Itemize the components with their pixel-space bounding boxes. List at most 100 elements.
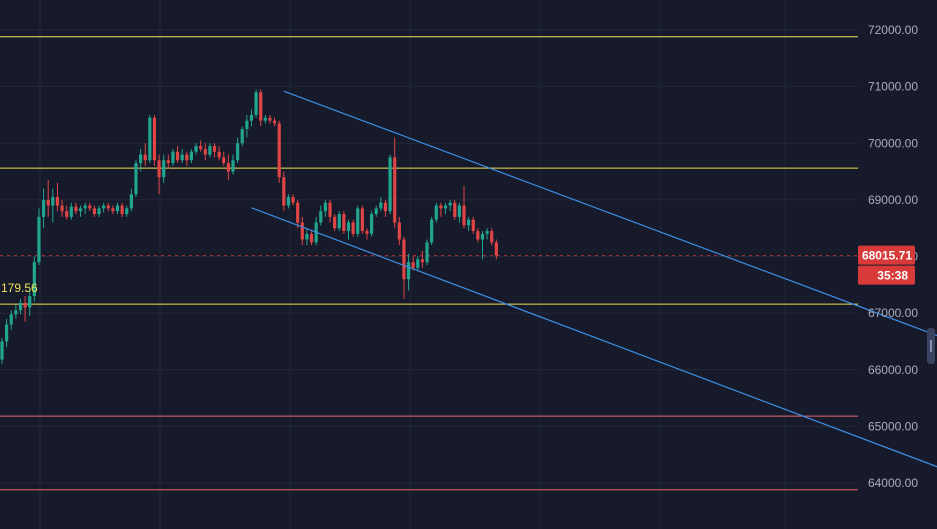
candle-body — [406, 262, 411, 280]
candle-body — [462, 205, 466, 226]
candle — [60, 199, 64, 217]
candle-body — [111, 208, 115, 212]
candle — [180, 148, 184, 164]
candle — [480, 231, 485, 260]
candle-body — [236, 143, 240, 161]
candle-body — [480, 233, 485, 240]
candles — [0, 89, 498, 365]
countdown-value: 35:38 — [877, 269, 908, 283]
candle-body — [411, 262, 415, 268]
candle-body — [439, 205, 443, 209]
candle-body — [5, 324, 9, 342]
candle — [425, 239, 429, 265]
candle-body — [166, 160, 170, 164]
y-tick-label: 70000.00 — [868, 136, 918, 150]
candle — [28, 290, 32, 316]
candle — [97, 205, 101, 217]
candle-body — [448, 202, 452, 206]
candle-body — [268, 117, 272, 121]
candle — [222, 151, 226, 166]
candle-body — [420, 259, 425, 263]
vertical-grid — [39, 0, 786, 529]
candle — [397, 216, 401, 246]
candle-body — [203, 148, 207, 155]
candle-body — [263, 117, 267, 121]
candle-body — [157, 160, 161, 178]
candle-body — [259, 92, 263, 121]
level-labels: 179.56 — [1, 281, 38, 295]
candle — [296, 199, 300, 229]
candle-body — [383, 202, 388, 212]
candle-body — [430, 219, 434, 243]
candle-body — [185, 154, 189, 161]
candle-body — [319, 211, 323, 223]
candle — [485, 228, 489, 240]
candle — [88, 202, 92, 212]
axis-scale-handle[interactable] — [927, 328, 935, 364]
y-tick-label: 65000.00 — [868, 419, 918, 433]
candle-body — [300, 222, 304, 240]
candle-body — [374, 208, 378, 215]
candle — [143, 143, 147, 166]
candle-body — [393, 157, 397, 223]
candle-body — [291, 197, 295, 203]
candle-body — [342, 214, 346, 232]
candle-body — [231, 160, 235, 172]
candle — [120, 202, 124, 217]
horizontal-levels[interactable] — [0, 36, 858, 491]
candle — [490, 228, 494, 246]
candle-body — [457, 205, 461, 217]
candle — [69, 202, 73, 220]
channel-lines[interactable] — [251, 90, 937, 487]
candle — [125, 205, 129, 217]
candle — [0, 338, 4, 365]
candle-body — [222, 157, 226, 164]
candle-body — [171, 151, 175, 164]
candle-body — [97, 208, 101, 215]
candle — [249, 109, 254, 127]
current-price-tag: 68015.71 35:38 — [858, 245, 915, 285]
candle — [443, 202, 448, 215]
horizontal-grid — [0, 29, 858, 484]
candle-body — [467, 219, 471, 226]
candle — [102, 202, 106, 213]
candle — [370, 211, 374, 237]
y-tick-label: 67000.00 — [868, 306, 918, 320]
candle — [319, 205, 323, 226]
candle-body — [272, 120, 277, 124]
candle — [5, 318, 9, 348]
candle-body — [351, 222, 355, 234]
candle — [462, 185, 466, 229]
candle-body — [471, 219, 475, 232]
candle-body — [18, 302, 23, 311]
candle-body — [41, 199, 46, 217]
candle-body — [102, 205, 106, 209]
candle — [360, 205, 364, 234]
candle — [111, 205, 115, 215]
y-tick-label: 66000.00 — [868, 363, 918, 377]
candle-body — [55, 197, 60, 206]
candle — [74, 202, 78, 215]
candle-body — [286, 197, 291, 206]
candle — [333, 214, 337, 232]
candle — [406, 253, 411, 291]
candle-body — [199, 146, 203, 149]
candle-body — [490, 231, 494, 243]
candle — [189, 148, 194, 164]
candle — [291, 194, 295, 206]
candle — [18, 298, 23, 315]
y-tick-label: 71000.00 — [868, 80, 918, 94]
candle-body — [485, 231, 489, 234]
candle-body — [296, 202, 300, 223]
candle-body — [152, 117, 157, 161]
candle — [236, 137, 240, 164]
candle-body — [254, 92, 258, 115]
candle — [448, 199, 452, 212]
candle-body — [453, 202, 457, 217]
candle-body — [356, 208, 360, 234]
candle — [393, 137, 397, 229]
candle-body — [434, 205, 438, 220]
candle-body — [83, 205, 87, 209]
y-tick-label: 69000.00 — [868, 193, 918, 207]
